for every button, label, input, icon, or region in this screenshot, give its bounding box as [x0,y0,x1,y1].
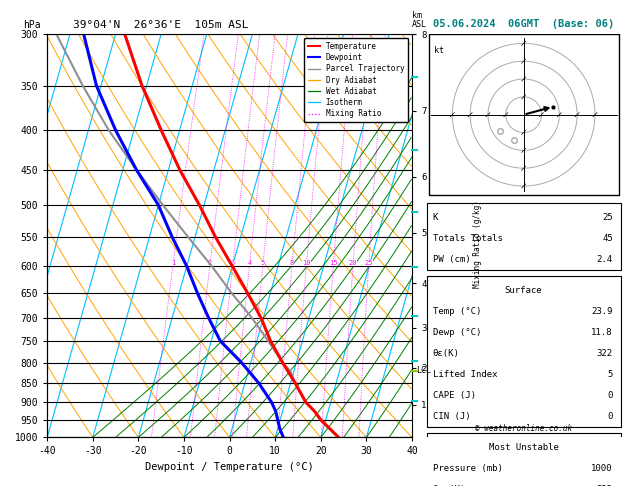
Text: 322: 322 [597,349,613,358]
Text: 4: 4 [247,260,252,266]
X-axis label: Dewpoint / Temperature (°C): Dewpoint / Temperature (°C) [145,462,314,472]
Bar [426,204,621,270]
Text: 1000: 1000 [591,464,613,473]
Text: 25: 25 [602,213,613,223]
Text: 5: 5 [260,260,265,266]
Text: Mixing Ratio (g/kg): Mixing Ratio (g/kg) [473,200,482,288]
Text: kt: kt [435,46,445,55]
Text: 2: 2 [208,260,212,266]
Text: 1: 1 [170,260,175,266]
Text: CIN (J): CIN (J) [433,412,470,421]
Text: PW (cm): PW (cm) [433,256,470,264]
Text: θε(K): θε(K) [433,349,459,358]
Text: 25: 25 [364,260,373,266]
Text: Totals Totals: Totals Totals [433,234,503,243]
Text: 8: 8 [290,260,294,266]
Text: Most Unstable: Most Unstable [489,443,559,452]
Text: 0: 0 [608,391,613,400]
Text: 0: 0 [608,412,613,421]
Text: Surface: Surface [505,286,542,295]
Text: 23.9: 23.9 [591,308,613,316]
Text: 45: 45 [602,234,613,243]
Text: LCL: LCL [416,366,431,375]
Text: 20: 20 [348,260,357,266]
Text: © weatheronline.co.uk: © weatheronline.co.uk [475,424,572,434]
Bar [426,434,621,486]
Bar [426,277,621,427]
Text: 5: 5 [608,370,613,380]
Text: 15: 15 [329,260,338,266]
Text: Lifted Index: Lifted Index [433,370,497,380]
Text: hPa: hPa [23,20,41,30]
Text: 05.06.2024  06GMT  (Base: 06): 05.06.2024 06GMT (Base: 06) [433,19,615,29]
Text: 2.4: 2.4 [597,256,613,264]
Text: CAPE (J): CAPE (J) [433,391,476,400]
Text: K: K [433,213,438,223]
Text: km
ASL: km ASL [412,11,427,29]
Bar [428,34,619,195]
Text: 11.8: 11.8 [591,329,613,337]
Legend: Temperature, Dewpoint, Parcel Trajectory, Dry Adiabat, Wet Adiabat, Isotherm, Mi: Temperature, Dewpoint, Parcel Trajectory… [304,38,408,122]
Text: Dewp (°C): Dewp (°C) [433,329,481,337]
Text: Pressure (mb): Pressure (mb) [433,464,503,473]
Text: 3: 3 [230,260,235,266]
Text: 39°04'N  26°36'E  105m ASL: 39°04'N 26°36'E 105m ASL [73,20,248,30]
Text: 10: 10 [302,260,311,266]
Text: Temp (°C): Temp (°C) [433,308,481,316]
